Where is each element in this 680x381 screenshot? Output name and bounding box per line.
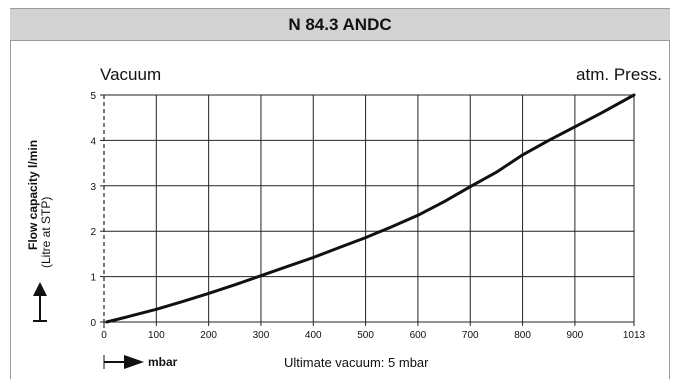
- x-axis-arrow-icon: [103, 355, 144, 369]
- y-tick-label: 4: [90, 136, 96, 147]
- series: [105, 93, 636, 324]
- x-tick-label: 1013: [623, 330, 646, 341]
- y-tick-label: 2: [90, 227, 96, 238]
- x-tick-label: 900: [567, 330, 584, 341]
- x-tick-label: 800: [514, 330, 531, 341]
- y-axis-arrow-icon: [33, 282, 47, 322]
- ultimate-vacuum-note: Ultimate vacuum: 5 mbar: [284, 355, 429, 370]
- x-tick-label: 300: [253, 330, 270, 341]
- y-axis-label: Flow capacity l/min: [26, 140, 40, 250]
- grid: [104, 94, 635, 323]
- y-tick-label: 1: [90, 273, 96, 284]
- atm-press-label: atm. Press.: [576, 65, 662, 84]
- x-tick-label: 700: [462, 330, 479, 341]
- x-axis-label: mbar: [148, 355, 178, 369]
- vacuum-label: Vacuum: [100, 65, 161, 84]
- axes: [100, 94, 635, 328]
- y-tick-label: 5: [90, 91, 96, 102]
- tick-labels: 0 100 200 300 400 500 600 700 800 900 1013 0 1 2 3 4 5: [90, 91, 645, 341]
- chart-frame: [10, 8, 670, 379]
- y-tick-label: 0: [90, 318, 96, 329]
- chart-title: N 84.3 ANDC: [10, 8, 670, 41]
- x-tick-label: 500: [357, 330, 374, 341]
- y-axis-sublabel: (Litre at STP): [39, 197, 53, 268]
- flow-curve: [105, 93, 636, 324]
- x-tick-label: 400: [305, 330, 322, 341]
- x-tick-label: 100: [148, 330, 165, 341]
- y-tick-label: 3: [90, 182, 96, 193]
- x-tick-label: 0: [101, 330, 107, 341]
- x-tick-label: 600: [410, 330, 427, 341]
- x-tick-label: 200: [200, 330, 217, 341]
